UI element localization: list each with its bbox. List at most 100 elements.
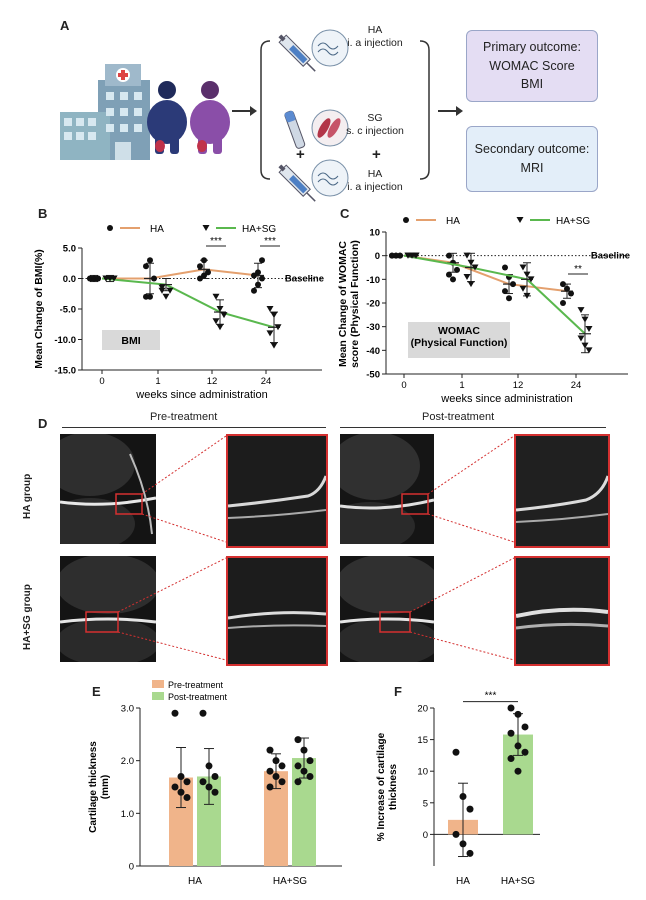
data-point bbox=[171, 783, 179, 791]
primary-outcome-box: Primary outcome: WOMAC Score BMI bbox=[466, 30, 598, 102]
patient-female-icon bbox=[190, 81, 230, 154]
legend-label-hasg: HA+SG bbox=[242, 224, 276, 235]
mri-hasg-post bbox=[340, 556, 434, 662]
baseline-label: Baseline bbox=[285, 274, 324, 285]
data-point-ha bbox=[259, 257, 265, 264]
patient-male-icon bbox=[147, 81, 187, 154]
data-point bbox=[300, 767, 308, 775]
data-point-hasg bbox=[523, 271, 531, 278]
data-point-ha bbox=[560, 300, 566, 306]
data-point-hasg bbox=[216, 306, 224, 312]
panel-label-c: C bbox=[340, 206, 350, 221]
data-point-ha bbox=[251, 287, 257, 294]
y-axis-label: Mean Change of BMI(%) bbox=[33, 249, 45, 369]
zoom-ha-pre bbox=[226, 434, 328, 548]
series-line-hasg bbox=[403, 254, 586, 335]
data-point-ha bbox=[568, 290, 574, 297]
data-point-hasg bbox=[519, 285, 527, 292]
data-point-hasg bbox=[266, 306, 274, 312]
data-point bbox=[521, 723, 529, 731]
data-point-hasg bbox=[212, 293, 220, 300]
legend-swatch-pre bbox=[152, 680, 164, 688]
data-point bbox=[272, 772, 280, 780]
data-point bbox=[294, 736, 302, 744]
zoom-hasg-post bbox=[514, 556, 610, 666]
y-tick-label: 2.0 bbox=[121, 756, 134, 767]
secondary-outcome-box: Secondary outcome: MRI bbox=[466, 126, 598, 192]
x-tick-label: HA+SG bbox=[501, 876, 535, 887]
data-point bbox=[177, 772, 185, 780]
y-axis-label-line1: Cartilage thickness bbox=[88, 741, 99, 833]
series-line-ha bbox=[102, 268, 259, 280]
legend-label-ha: HA bbox=[150, 224, 164, 235]
data-point bbox=[266, 767, 274, 775]
y-tick-label: 3.0 bbox=[121, 704, 134, 715]
syringe-icon-bottom bbox=[278, 159, 349, 202]
data-point bbox=[177, 788, 185, 796]
y-tick-label: -15.0 bbox=[54, 366, 76, 377]
x-tick-label: 0 bbox=[401, 380, 406, 391]
data-point-ha bbox=[510, 281, 516, 288]
data-point-ha bbox=[197, 263, 203, 270]
data-point-ha bbox=[147, 293, 153, 300]
zoom-hasg-pre bbox=[226, 556, 328, 666]
y-tick-label: 0 bbox=[129, 862, 134, 873]
data-point bbox=[452, 748, 460, 756]
data-point bbox=[514, 742, 522, 750]
panel-label-e: E bbox=[92, 684, 101, 699]
y-tick-label: 0 bbox=[375, 251, 380, 262]
y-tick-label: -40 bbox=[366, 346, 380, 357]
data-point-hasg bbox=[412, 252, 420, 259]
y-axis-label-line2: score (Physical Function) bbox=[349, 240, 361, 368]
legend-marker-ha bbox=[403, 217, 409, 223]
legend-label-hasg: HA+SG bbox=[556, 216, 590, 227]
data-point-ha bbox=[95, 275, 101, 282]
panel-label-d: D bbox=[38, 416, 48, 431]
arrow-right-icon bbox=[232, 106, 257, 116]
data-point bbox=[266, 746, 274, 754]
y-tick-label: 10 bbox=[417, 767, 428, 778]
data-point bbox=[183, 778, 191, 786]
post-treatment-heading: Post-treatment bbox=[422, 411, 495, 423]
chart-box-label-bg bbox=[102, 330, 160, 350]
data-point-hasg bbox=[471, 264, 479, 271]
data-point-ha bbox=[454, 266, 460, 273]
womac-chart: 10 0 -10 -20 -30 -40 -50 0 1 12 24 Baseline HA HA+SG w… bbox=[337, 216, 630, 405]
data-point bbox=[466, 805, 474, 813]
data-point-hasg bbox=[166, 287, 174, 294]
data-point bbox=[507, 755, 515, 763]
y-tick-label: 0 bbox=[423, 830, 428, 841]
pre-treatment-rule bbox=[62, 427, 326, 428]
hospital-illustration bbox=[60, 64, 230, 160]
y-axis-label-line1: % Increase of cartilage bbox=[376, 732, 387, 841]
y-tick-label: -10 bbox=[366, 275, 380, 286]
data-point-hasg bbox=[463, 273, 471, 280]
data-point-ha bbox=[502, 264, 508, 271]
post-treatment-rule bbox=[340, 427, 606, 428]
data-point bbox=[294, 762, 302, 770]
data-point bbox=[183, 794, 191, 802]
data-point bbox=[199, 709, 207, 717]
y-tick-label: -20 bbox=[366, 299, 380, 310]
data-point-hasg bbox=[577, 335, 585, 342]
x-tick-label: 1 bbox=[459, 380, 464, 391]
x-tick-label: HA bbox=[456, 876, 470, 887]
hospital-icon bbox=[60, 64, 150, 160]
cartilage-thickness-chart: 0 1.0 2.0 3.0 HA HA+SG Pre-treatment Post-treat… bbox=[88, 680, 342, 887]
data-point-hasg bbox=[523, 292, 531, 299]
y-tick-label: 5.0 bbox=[63, 244, 76, 255]
data-point-ha bbox=[397, 252, 403, 259]
chart-box-label-bg bbox=[408, 322, 510, 358]
data-point-ha bbox=[259, 275, 265, 282]
x-tick-label: 24 bbox=[261, 376, 272, 387]
data-point-ha bbox=[446, 271, 452, 278]
y-tick-label: 20 bbox=[417, 704, 428, 715]
data-point-hasg bbox=[212, 318, 220, 325]
y-tick-label: 0.0 bbox=[63, 274, 76, 285]
injection-pen-icon bbox=[284, 109, 349, 149]
legend-marker-hasg bbox=[202, 225, 210, 231]
baseline-label: Baseline bbox=[591, 251, 630, 262]
right-bracket bbox=[419, 40, 430, 180]
mri-hasg-pre bbox=[60, 556, 156, 662]
row-label-hasg: HA+SG group bbox=[22, 584, 33, 650]
